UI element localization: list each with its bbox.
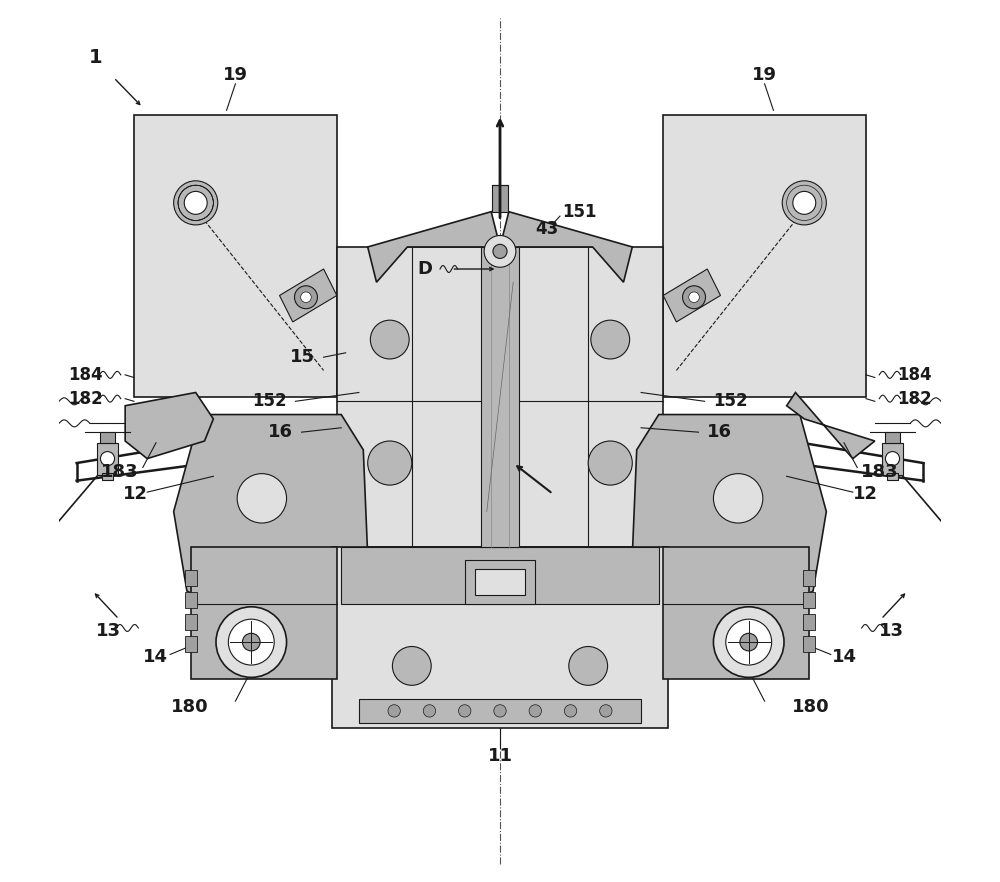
Text: 182: 182 xyxy=(68,390,102,407)
Circle shape xyxy=(600,705,612,717)
Text: 182: 182 xyxy=(898,390,932,407)
Circle shape xyxy=(793,191,816,214)
Circle shape xyxy=(588,441,632,485)
Circle shape xyxy=(529,705,541,717)
Text: 13: 13 xyxy=(879,622,904,639)
Circle shape xyxy=(100,452,115,466)
Bar xyxy=(481,247,519,547)
Bar xyxy=(663,547,809,679)
Polygon shape xyxy=(500,212,632,282)
Text: 183: 183 xyxy=(861,463,899,481)
Circle shape xyxy=(423,705,436,717)
Text: 11: 11 xyxy=(488,747,512,765)
Circle shape xyxy=(740,633,758,651)
Circle shape xyxy=(782,181,826,225)
Circle shape xyxy=(484,235,516,267)
Circle shape xyxy=(392,647,431,685)
Bar xyxy=(803,636,815,652)
Circle shape xyxy=(683,286,706,309)
Text: 184: 184 xyxy=(68,366,102,384)
Circle shape xyxy=(493,244,507,258)
Text: 13: 13 xyxy=(96,622,121,639)
Circle shape xyxy=(591,320,630,359)
Circle shape xyxy=(294,286,317,309)
Circle shape xyxy=(885,452,900,466)
Bar xyxy=(663,115,866,397)
Text: 183: 183 xyxy=(101,463,139,481)
Bar xyxy=(465,560,535,604)
Bar xyxy=(882,443,903,475)
Polygon shape xyxy=(632,415,826,617)
Polygon shape xyxy=(663,269,721,322)
Bar xyxy=(803,570,815,586)
Bar xyxy=(185,592,197,608)
Polygon shape xyxy=(125,392,213,459)
Bar xyxy=(100,432,115,443)
Circle shape xyxy=(459,705,471,717)
Circle shape xyxy=(713,474,763,523)
Bar xyxy=(134,115,337,397)
Text: 180: 180 xyxy=(171,699,208,716)
Text: D: D xyxy=(418,260,433,278)
Polygon shape xyxy=(368,212,500,282)
Circle shape xyxy=(216,607,287,677)
Text: 12: 12 xyxy=(852,485,877,503)
Bar xyxy=(359,699,641,723)
Bar xyxy=(337,247,663,547)
Polygon shape xyxy=(787,392,875,459)
Bar xyxy=(803,592,815,608)
Circle shape xyxy=(494,705,506,717)
Bar xyxy=(332,547,668,728)
Bar xyxy=(887,473,898,480)
Circle shape xyxy=(569,647,608,685)
Bar xyxy=(492,185,508,212)
Text: 16: 16 xyxy=(268,423,293,441)
Bar xyxy=(341,547,659,604)
Circle shape xyxy=(174,181,218,225)
Bar xyxy=(97,443,118,475)
Bar xyxy=(803,614,815,630)
Circle shape xyxy=(368,441,412,485)
Circle shape xyxy=(689,292,699,303)
Text: 14: 14 xyxy=(143,648,168,666)
Circle shape xyxy=(242,633,260,651)
Circle shape xyxy=(726,619,772,665)
Circle shape xyxy=(237,474,287,523)
Text: 180: 180 xyxy=(792,699,829,716)
Text: 1: 1 xyxy=(89,48,103,67)
Circle shape xyxy=(388,705,400,717)
Circle shape xyxy=(713,607,784,677)
Bar xyxy=(185,636,197,652)
Text: 16: 16 xyxy=(707,423,732,441)
Circle shape xyxy=(370,320,409,359)
Bar xyxy=(475,569,525,595)
Bar xyxy=(102,473,113,480)
Bar xyxy=(885,432,900,443)
Text: 12: 12 xyxy=(123,485,148,503)
Circle shape xyxy=(184,191,207,214)
Text: 151: 151 xyxy=(562,203,596,220)
Text: 19: 19 xyxy=(223,66,248,84)
Text: 184: 184 xyxy=(898,366,932,384)
Text: 14: 14 xyxy=(832,648,857,666)
Text: 19: 19 xyxy=(752,66,777,84)
Bar xyxy=(191,547,337,679)
Circle shape xyxy=(301,292,311,303)
Polygon shape xyxy=(174,415,368,617)
Polygon shape xyxy=(280,269,337,322)
Text: 43: 43 xyxy=(535,220,559,238)
Circle shape xyxy=(228,619,274,665)
Bar xyxy=(185,570,197,586)
Text: 152: 152 xyxy=(252,392,287,410)
Text: 15: 15 xyxy=(290,348,315,366)
Text: 152: 152 xyxy=(713,392,748,410)
Bar xyxy=(185,614,197,630)
Circle shape xyxy=(564,705,577,717)
